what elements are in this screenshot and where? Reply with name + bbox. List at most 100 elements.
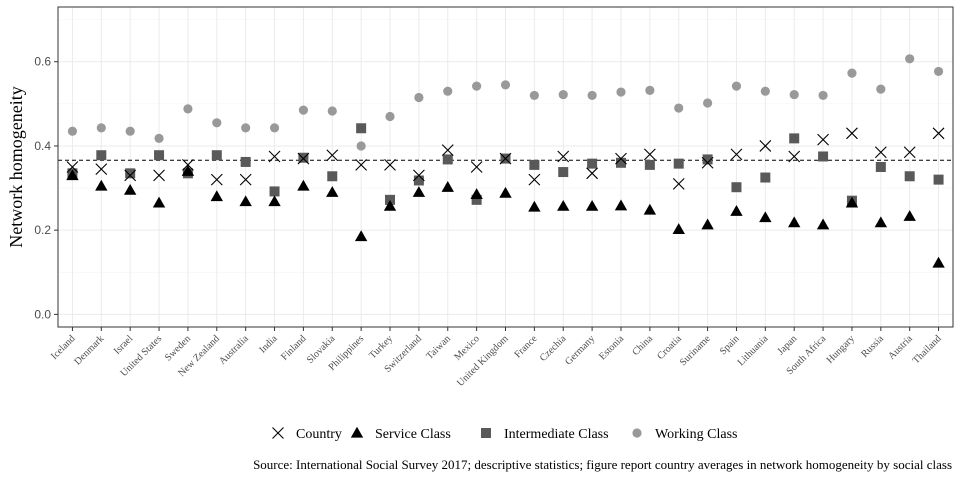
data-point: [152, 196, 166, 208]
data-point: [817, 133, 829, 146]
data-point: [297, 179, 310, 191]
data-point: [268, 195, 281, 207]
data-point: [645, 85, 655, 95]
data-point: [558, 89, 568, 100]
data-point: [876, 84, 886, 94]
data-point: [788, 216, 801, 228]
data-point: [326, 149, 339, 162]
data-point: [95, 163, 108, 175]
data-point: [355, 159, 368, 171]
y-axis: 0.0 0.2 0.4 0.6: [34, 55, 58, 321]
data-point: [701, 218, 714, 230]
data-point: [183, 104, 193, 114]
data-point: [211, 150, 222, 161]
data-point: [933, 174, 944, 185]
data-point: [759, 140, 772, 152]
data-point: [210, 173, 223, 186]
data-point: [240, 156, 251, 167]
y-tick-label: 0.4: [34, 139, 51, 153]
data-point: [298, 152, 309, 163]
data-point: [730, 148, 743, 161]
data-point: [182, 159, 194, 171]
data-point: [414, 92, 424, 103]
data-point: [587, 90, 597, 101]
data-point: [673, 158, 684, 169]
legend-item: Working Class: [632, 427, 737, 442]
data-point: [442, 154, 453, 165]
legend-item: Intermediate Class: [481, 427, 609, 442]
data-point: [731, 182, 742, 193]
data-point: [528, 200, 541, 212]
legend-label: Country: [296, 427, 342, 442]
data-point: [269, 123, 280, 133]
data-point: [212, 118, 222, 128]
data-point: [384, 159, 396, 171]
data-point: [557, 150, 570, 163]
data-point: [95, 179, 108, 191]
data-point: [125, 168, 136, 179]
data-point: [356, 141, 366, 151]
data-point: [181, 165, 195, 176]
data-point: [441, 144, 454, 157]
data-point: [500, 80, 511, 90]
data-point: [354, 230, 368, 242]
data-point: [847, 68, 857, 78]
data-point: [789, 89, 799, 100]
data-point: [558, 167, 569, 178]
data-point: [96, 123, 106, 133]
data-point: [298, 105, 309, 115]
data-point: [874, 146, 887, 159]
data-point: [326, 186, 339, 197]
data-point: [499, 186, 512, 198]
data-point: [96, 150, 107, 161]
data-point: [702, 98, 713, 108]
data-marks: [66, 54, 945, 268]
data-point: [845, 196, 859, 208]
data-point: [66, 169, 79, 181]
data-point: [529, 159, 540, 170]
caption: Source: International Social Survey 2017…: [253, 457, 952, 472]
data-point: [903, 146, 916, 159]
data-point: [674, 103, 684, 113]
data-point: [472, 81, 482, 91]
data-point: [557, 199, 570, 211]
legend-label: Working Class: [655, 427, 737, 442]
data-point: [730, 205, 743, 216]
y-axis-title: Network homogeneity: [6, 86, 26, 247]
y-tick-label: 0.0: [34, 307, 51, 321]
data-point: [701, 156, 714, 169]
data-point: [614, 199, 628, 211]
data-point: [241, 123, 251, 133]
legend-label: Service Class: [375, 427, 451, 442]
data-point: [905, 54, 915, 64]
data-point: [932, 256, 945, 268]
data-point: [643, 203, 657, 215]
data-point: [154, 133, 164, 143]
data-point: [616, 87, 626, 97]
data-point: [903, 210, 916, 221]
data-point: [585, 199, 599, 211]
data-point: [529, 90, 539, 101]
y-tick-label: 0.6: [34, 55, 51, 69]
legend-marker: [272, 427, 284, 439]
legend-marker: [350, 426, 364, 438]
data-point: [846, 127, 858, 140]
data-point: [66, 161, 79, 173]
data-point: [731, 81, 742, 91]
data-point: [385, 111, 395, 122]
data-point: [297, 152, 310, 165]
data-point: [615, 152, 627, 165]
data-point: [874, 216, 888, 228]
y-tick-label: 0.2: [34, 223, 51, 237]
data-point: [123, 183, 137, 195]
data-point: [327, 171, 338, 182]
data-point: [268, 150, 281, 163]
data-point: [269, 186, 280, 197]
data-point: [412, 169, 425, 182]
data-point: [818, 151, 829, 162]
data-point: [125, 126, 135, 136]
data-point: [471, 194, 482, 205]
series-country: [66, 127, 945, 190]
data-point: [672, 223, 685, 234]
